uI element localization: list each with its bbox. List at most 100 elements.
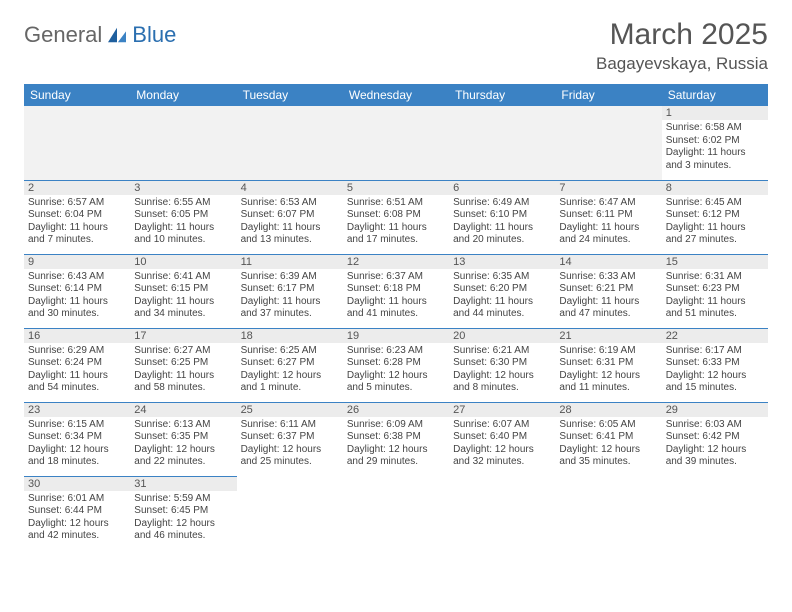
day-details: Sunrise: 6:37 AMSunset: 6:18 PMDaylight:…	[343, 269, 449, 323]
calendar-day-cell: 2Sunrise: 6:57 AMSunset: 6:04 PMDaylight…	[24, 180, 130, 254]
day-details: Sunrise: 6:58 AMSunset: 6:02 PMDaylight:…	[662, 120, 768, 174]
day-details: Sunrise: 6:15 AMSunset: 6:34 PMDaylight:…	[24, 417, 130, 471]
calendar-day-cell: 13Sunrise: 6:35 AMSunset: 6:20 PMDayligh…	[449, 254, 555, 328]
calendar-day-cell: 5Sunrise: 6:51 AMSunset: 6:08 PMDaylight…	[343, 180, 449, 254]
calendar-day-cell	[24, 106, 130, 180]
calendar-day-cell	[449, 476, 555, 550]
calendar-day-cell: 6Sunrise: 6:49 AMSunset: 6:10 PMDaylight…	[449, 180, 555, 254]
day-number: 8	[662, 181, 768, 195]
calendar-day-cell	[555, 476, 661, 550]
day-details: Sunrise: 6:53 AMSunset: 6:07 PMDaylight:…	[237, 195, 343, 249]
day-details: Sunrise: 6:01 AMSunset: 6:44 PMDaylight:…	[24, 491, 130, 545]
day-number: 11	[237, 255, 343, 269]
calendar-day-cell: 28Sunrise: 6:05 AMSunset: 6:41 PMDayligh…	[555, 402, 661, 476]
calendar-week-row: 1Sunrise: 6:58 AMSunset: 6:02 PMDaylight…	[24, 106, 768, 180]
calendar-day-cell	[555, 106, 661, 180]
day-number: 20	[449, 329, 555, 343]
day-number: 29	[662, 403, 768, 417]
day-number: 26	[343, 403, 449, 417]
weekday-header: Saturday	[662, 84, 768, 106]
calendar-week-row: 30Sunrise: 6:01 AMSunset: 6:44 PMDayligh…	[24, 476, 768, 550]
day-number: 9	[24, 255, 130, 269]
day-details: Sunrise: 6:35 AMSunset: 6:20 PMDaylight:…	[449, 269, 555, 323]
calendar-day-cell: 8Sunrise: 6:45 AMSunset: 6:12 PMDaylight…	[662, 180, 768, 254]
calendar-day-cell: 16Sunrise: 6:29 AMSunset: 6:24 PMDayligh…	[24, 328, 130, 402]
calendar-day-cell: 20Sunrise: 6:21 AMSunset: 6:30 PMDayligh…	[449, 328, 555, 402]
calendar-day-cell: 30Sunrise: 6:01 AMSunset: 6:44 PMDayligh…	[24, 476, 130, 550]
day-number: 28	[555, 403, 661, 417]
day-number: 14	[555, 255, 661, 269]
sail-icon	[106, 26, 128, 44]
weekday-header: Friday	[555, 84, 661, 106]
day-number: 13	[449, 255, 555, 269]
title-block: March 2025 Bagayevskaya, Russia	[596, 18, 768, 74]
day-number: 2	[24, 181, 130, 195]
day-number: 21	[555, 329, 661, 343]
calendar-day-cell: 18Sunrise: 6:25 AMSunset: 6:27 PMDayligh…	[237, 328, 343, 402]
day-number: 30	[24, 477, 130, 491]
calendar-day-cell: 27Sunrise: 6:07 AMSunset: 6:40 PMDayligh…	[449, 402, 555, 476]
day-details: Sunrise: 6:05 AMSunset: 6:41 PMDaylight:…	[555, 417, 661, 471]
calendar-week-row: 23Sunrise: 6:15 AMSunset: 6:34 PMDayligh…	[24, 402, 768, 476]
header: General Blue March 2025 Bagayevskaya, Ru…	[24, 18, 768, 74]
calendar-day-cell: 14Sunrise: 6:33 AMSunset: 6:21 PMDayligh…	[555, 254, 661, 328]
calendar-week-row: 16Sunrise: 6:29 AMSunset: 6:24 PMDayligh…	[24, 328, 768, 402]
calendar-day-cell: 24Sunrise: 6:13 AMSunset: 6:35 PMDayligh…	[130, 402, 236, 476]
location-subtitle: Bagayevskaya, Russia	[596, 54, 768, 74]
calendar-day-cell: 3Sunrise: 6:55 AMSunset: 6:05 PMDaylight…	[130, 180, 236, 254]
day-number: 25	[237, 403, 343, 417]
calendar-day-cell	[237, 106, 343, 180]
day-number: 19	[343, 329, 449, 343]
day-number: 12	[343, 255, 449, 269]
day-details: Sunrise: 6:09 AMSunset: 6:38 PMDaylight:…	[343, 417, 449, 471]
weekday-header: Wednesday	[343, 84, 449, 106]
calendar-week-row: 9Sunrise: 6:43 AMSunset: 6:14 PMDaylight…	[24, 254, 768, 328]
calendar-day-cell: 31Sunrise: 5:59 AMSunset: 6:45 PMDayligh…	[130, 476, 236, 550]
calendar-day-cell: 17Sunrise: 6:27 AMSunset: 6:25 PMDayligh…	[130, 328, 236, 402]
day-details: Sunrise: 6:39 AMSunset: 6:17 PMDaylight:…	[237, 269, 343, 323]
day-number: 18	[237, 329, 343, 343]
day-details: Sunrise: 6:51 AMSunset: 6:08 PMDaylight:…	[343, 195, 449, 249]
calendar-day-cell: 26Sunrise: 6:09 AMSunset: 6:38 PMDayligh…	[343, 402, 449, 476]
calendar-day-cell	[237, 476, 343, 550]
calendar-day-cell	[449, 106, 555, 180]
day-details: Sunrise: 6:47 AMSunset: 6:11 PMDaylight:…	[555, 195, 661, 249]
calendar-day-cell	[343, 476, 449, 550]
weekday-header: Thursday	[449, 84, 555, 106]
calendar-day-cell: 21Sunrise: 6:19 AMSunset: 6:31 PMDayligh…	[555, 328, 661, 402]
calendar-day-cell: 22Sunrise: 6:17 AMSunset: 6:33 PMDayligh…	[662, 328, 768, 402]
day-details: Sunrise: 6:25 AMSunset: 6:27 PMDaylight:…	[237, 343, 343, 397]
day-details: Sunrise: 6:31 AMSunset: 6:23 PMDaylight:…	[662, 269, 768, 323]
day-details: Sunrise: 6:33 AMSunset: 6:21 PMDaylight:…	[555, 269, 661, 323]
calendar-day-cell: 9Sunrise: 6:43 AMSunset: 6:14 PMDaylight…	[24, 254, 130, 328]
calendar-week-row: 2Sunrise: 6:57 AMSunset: 6:04 PMDaylight…	[24, 180, 768, 254]
day-number: 4	[237, 181, 343, 195]
calendar-day-cell: 4Sunrise: 6:53 AMSunset: 6:07 PMDaylight…	[237, 180, 343, 254]
calendar-day-cell: 7Sunrise: 6:47 AMSunset: 6:11 PMDaylight…	[555, 180, 661, 254]
weekday-header-row: Sunday Monday Tuesday Wednesday Thursday…	[24, 84, 768, 106]
day-number: 31	[130, 477, 236, 491]
calendar-table: Sunday Monday Tuesday Wednesday Thursday…	[24, 84, 768, 550]
day-details: Sunrise: 6:29 AMSunset: 6:24 PMDaylight:…	[24, 343, 130, 397]
day-number: 27	[449, 403, 555, 417]
day-number: 22	[662, 329, 768, 343]
calendar-day-cell: 12Sunrise: 6:37 AMSunset: 6:18 PMDayligh…	[343, 254, 449, 328]
day-details: Sunrise: 6:11 AMSunset: 6:37 PMDaylight:…	[237, 417, 343, 471]
calendar-day-cell: 25Sunrise: 6:11 AMSunset: 6:37 PMDayligh…	[237, 402, 343, 476]
page-title: March 2025	[596, 18, 768, 52]
calendar-day-cell: 1Sunrise: 6:58 AMSunset: 6:02 PMDaylight…	[662, 106, 768, 180]
day-details: Sunrise: 6:27 AMSunset: 6:25 PMDaylight:…	[130, 343, 236, 397]
logo: General Blue	[24, 18, 176, 48]
calendar-day-cell	[662, 476, 768, 550]
calendar-day-cell: 29Sunrise: 6:03 AMSunset: 6:42 PMDayligh…	[662, 402, 768, 476]
day-details: Sunrise: 6:03 AMSunset: 6:42 PMDaylight:…	[662, 417, 768, 471]
day-number: 10	[130, 255, 236, 269]
day-number: 7	[555, 181, 661, 195]
day-details: Sunrise: 6:45 AMSunset: 6:12 PMDaylight:…	[662, 195, 768, 249]
day-number: 16	[24, 329, 130, 343]
day-details: Sunrise: 6:19 AMSunset: 6:31 PMDaylight:…	[555, 343, 661, 397]
day-details: Sunrise: 6:41 AMSunset: 6:15 PMDaylight:…	[130, 269, 236, 323]
day-number: 15	[662, 255, 768, 269]
day-number: 17	[130, 329, 236, 343]
day-number: 23	[24, 403, 130, 417]
